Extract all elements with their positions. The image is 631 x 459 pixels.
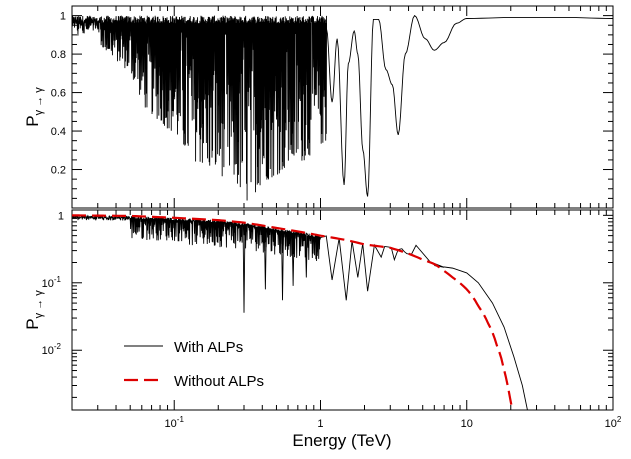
legend-with-alps-label: With ALPs — [174, 339, 243, 356]
without-alps-line — [71, 214, 514, 411]
top-panel-frame — [71, 5, 614, 209]
legend-without-alps-label: Without ALPs — [174, 373, 264, 390]
x-tick-label: 10 — [461, 418, 473, 430]
bottom-panel-y-tick-label: 10-1 — [42, 275, 62, 290]
x-axis-label: Energy (TeV) — [292, 431, 391, 450]
top-panel-y-tick-label: 0.2 — [51, 165, 66, 177]
top-panel-y-tick-label: 1 — [60, 11, 66, 23]
top-panel-probability-line — [71, 14, 614, 201]
x-tick-label: 1 — [317, 418, 323, 430]
with-alps-dip — [281, 231, 284, 301]
top-panel-y-axis-label: Pγ → γ — [23, 87, 45, 127]
top-panel-y-tick-label: 0.8 — [51, 49, 66, 61]
with-alps-dip — [242, 225, 246, 313]
x-tick-label: 102 — [605, 415, 622, 430]
bottom-panel-y-axis-label: Pγ → γ — [23, 290, 45, 330]
bottom-panel-y-tick-label: 10-2 — [42, 342, 62, 357]
top-panel-y-tick-label: 0.6 — [51, 88, 66, 100]
with-alps-line — [71, 214, 528, 411]
x-tick-label: 10-1 — [165, 415, 185, 430]
bottom-panel-y-tick-label: 1 — [58, 210, 64, 222]
top-panel-y-tick-label: 0.4 — [51, 126, 66, 138]
